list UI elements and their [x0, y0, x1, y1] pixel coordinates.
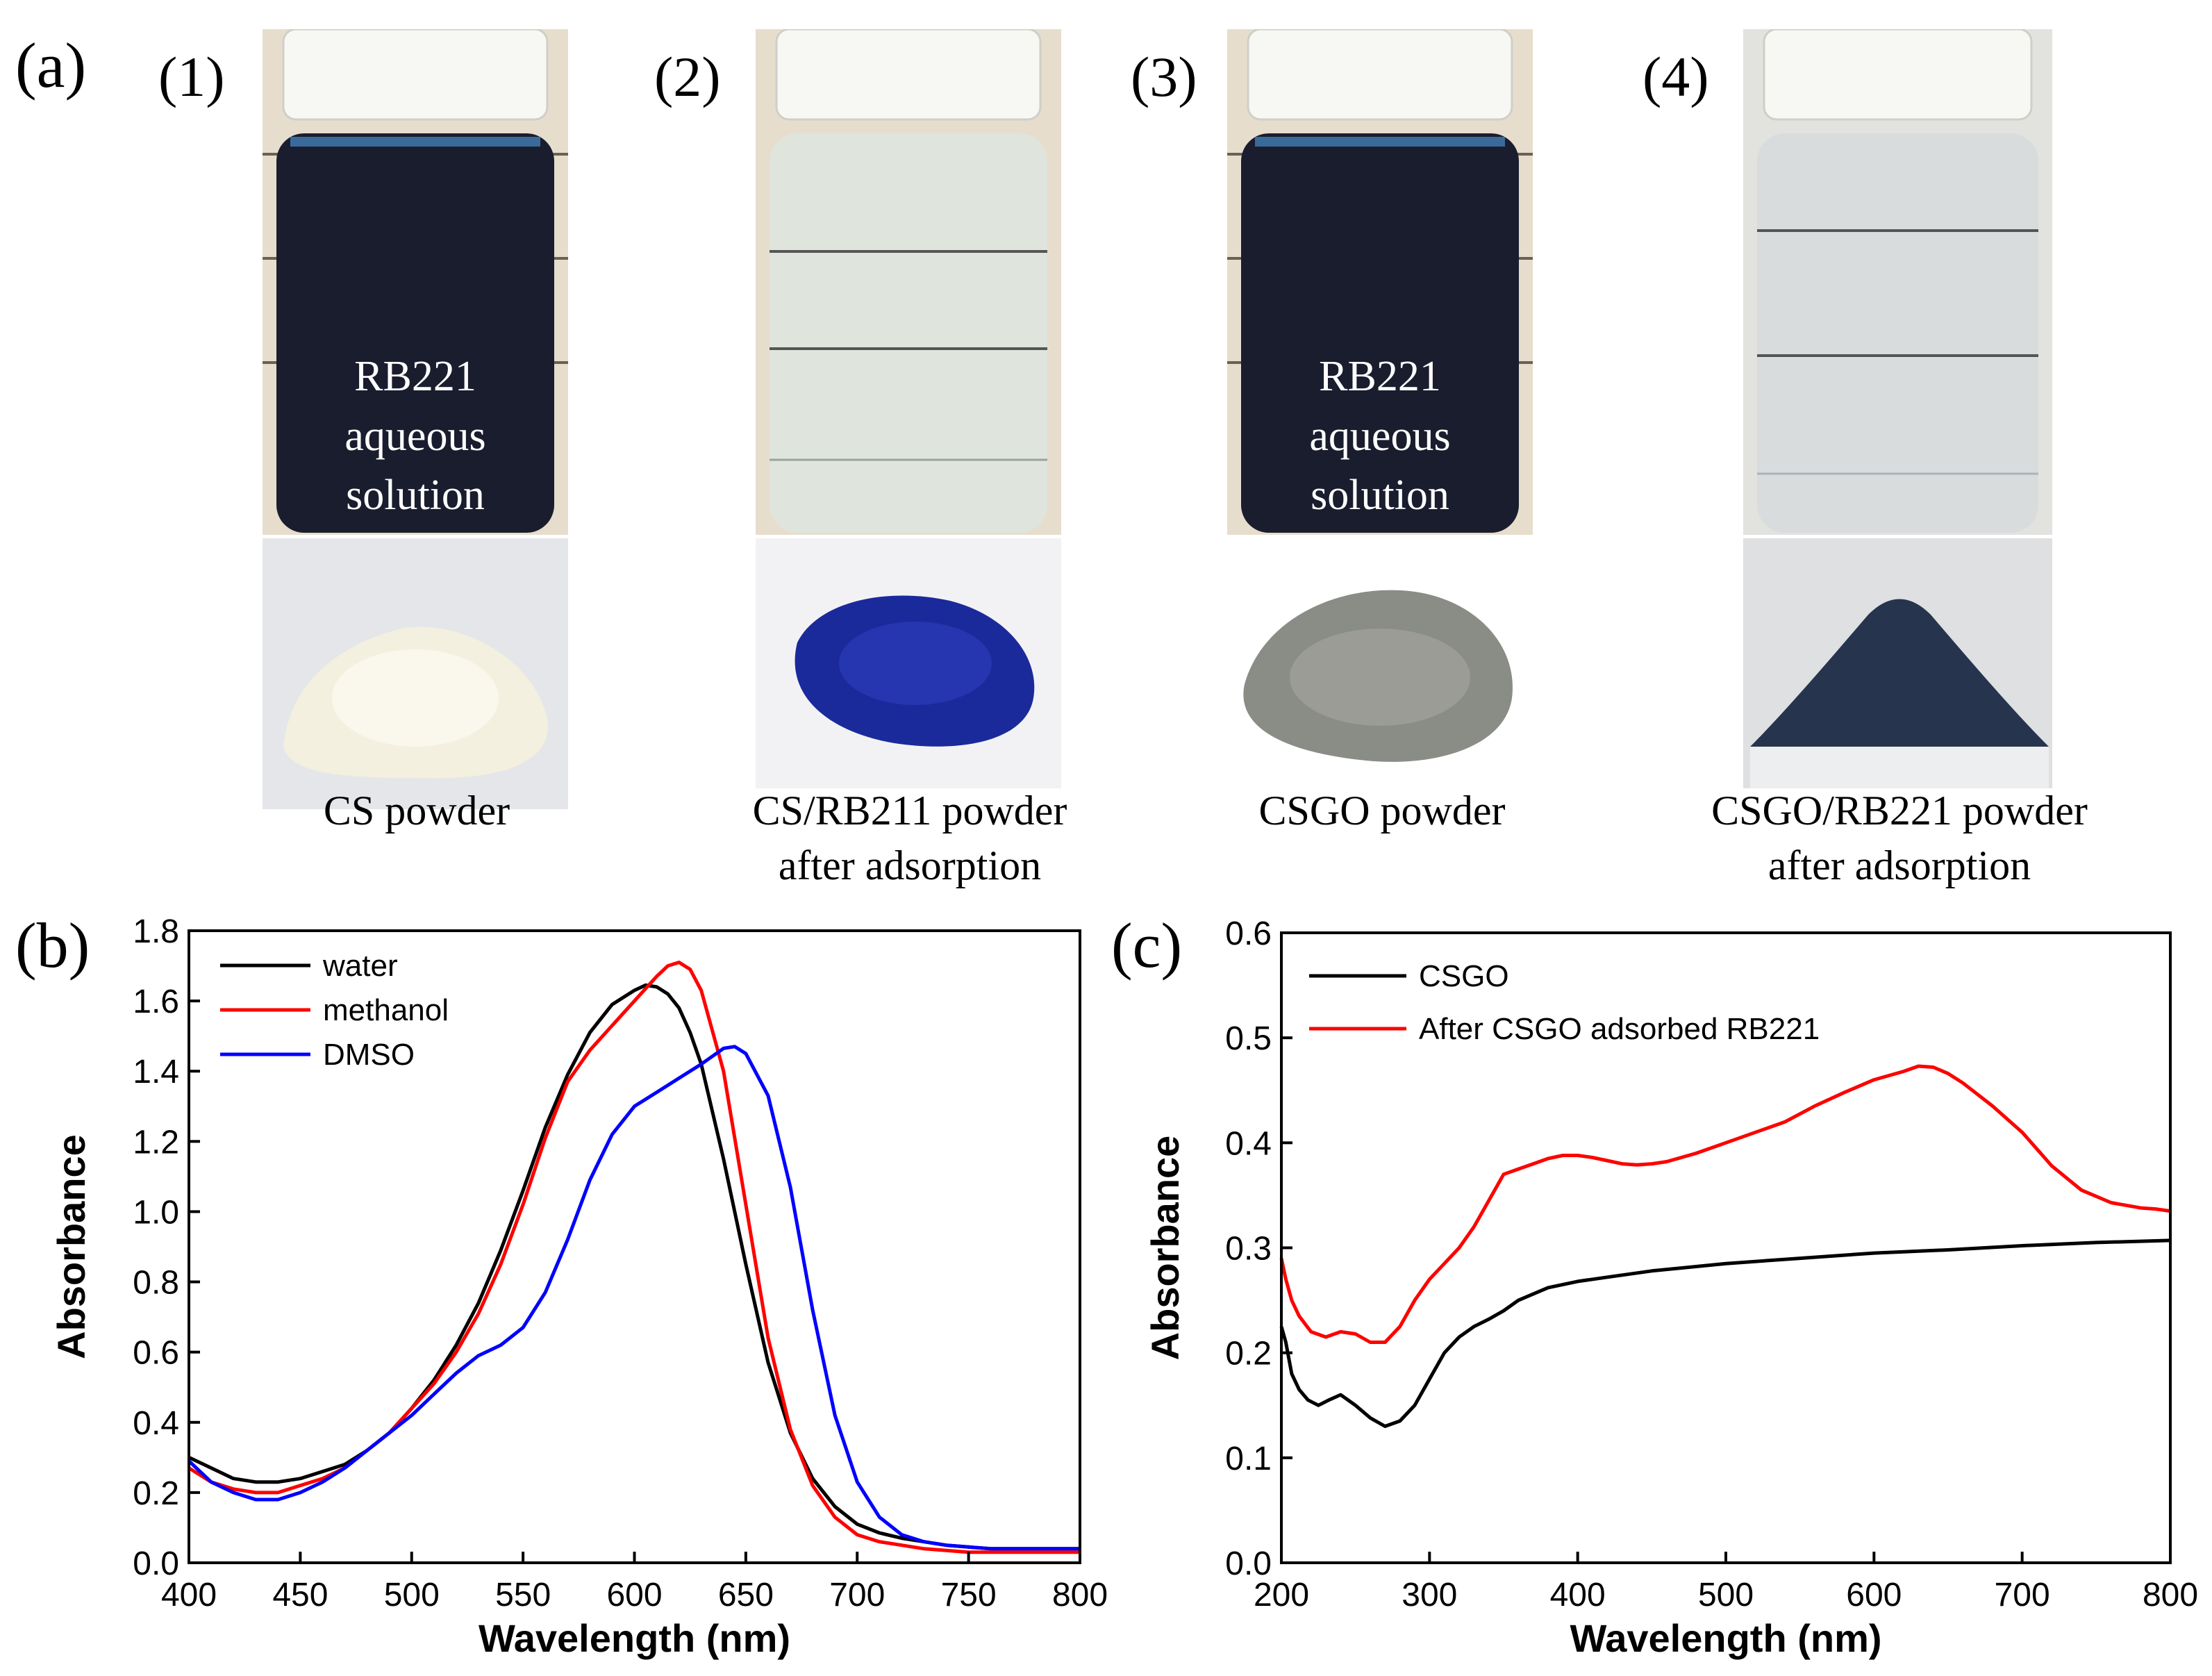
x-tick-label: 300	[1402, 1577, 1457, 1613]
powder-csgo-rb221	[1743, 538, 2052, 788]
y-tick-label: 0.8	[133, 1265, 179, 1302]
vial-1-label-line-3: solution	[346, 472, 485, 520]
vial-cap	[282, 29, 549, 121]
powder-csgo-drawing	[1243, 590, 1513, 762]
y-tick-label: 0.0	[1225, 1545, 1272, 1582]
panel-label-b: (b)	[15, 910, 90, 981]
legend-label: After CSGO adsorbed RB221	[1419, 1012, 1820, 1046]
vial-1	[263, 29, 568, 535]
x-tick-label: 800	[1052, 1577, 1108, 1613]
legend-label: CSGO	[1419, 959, 1509, 993]
x-tick-label: 750	[941, 1577, 997, 1613]
x-tick-label: 600	[606, 1577, 662, 1613]
y-tick-label: 1.8	[133, 913, 179, 950]
x-tick-label: 200	[1254, 1577, 1309, 1613]
sample-number-3: (3)	[1131, 45, 1197, 108]
caption-4-line-1: CSGO/RB221 powder	[1711, 788, 2088, 833]
caption-2-line-1: CS/RB211 powder	[752, 788, 1067, 833]
x-tick-label: 600	[1846, 1577, 1902, 1613]
vial-2-drawing	[756, 29, 1061, 535]
vial-3-drawing	[1227, 29, 1533, 535]
x-tick-label: 500	[1698, 1577, 1754, 1613]
vial-cap	[775, 29, 1042, 121]
sample-number-1: (1)	[158, 45, 225, 108]
x-tick-label: 650	[718, 1577, 774, 1613]
y-tick-label: 0.3	[1225, 1231, 1272, 1268]
powder-csgo	[1227, 538, 1533, 788]
vial-3-label-line-2: aqueous	[1309, 412, 1451, 460]
y-tick-label: 0.6	[1225, 915, 1272, 952]
x-tick-label: 450	[272, 1577, 328, 1613]
y-tick-label: 0.1	[1225, 1441, 1272, 1477]
series-line-dmso	[188, 1045, 1080, 1551]
powder-cs-drawing	[283, 627, 548, 779]
x-tick-label: 550	[495, 1577, 551, 1613]
dark-solution	[276, 133, 554, 533]
clear-solution	[1757, 133, 2038, 533]
caption-4-line-2: after adsorption	[1768, 843, 2031, 889]
legend-label: methanol	[323, 993, 449, 1027]
chart-b: 400 450 500 550 600 650 700 750 800 0.0 0.2 0.4 0.6 0…	[49, 913, 1108, 1660]
y-tick-label: 1.4	[133, 1054, 179, 1090]
panel-label-c: (c)	[1111, 910, 1183, 981]
powder-csgo-rb221-drawing	[1750, 599, 2049, 788]
clear-solution	[770, 133, 1047, 533]
y-tick-label: 0.2	[133, 1475, 179, 1512]
y-tick-label: 1.2	[133, 1124, 179, 1161]
legend-label: DMSO	[323, 1038, 415, 1072]
powder-cs-rb221	[756, 538, 1061, 788]
y-tick-label: 0.6	[133, 1335, 179, 1372]
y-tick-label: 0.5	[1225, 1020, 1272, 1057]
vial-4	[1743, 29, 2052, 535]
x-tick-label: 700	[1995, 1577, 2050, 1613]
y-tick-label: 1.0	[133, 1194, 179, 1231]
y-tick-label: 0.0	[133, 1545, 179, 1582]
series-line-after-csgo-adsorbed-rb221	[1279, 1064, 2171, 1344]
y-tick-label: 1.6	[133, 984, 179, 1020]
series-line-csgo	[1279, 1238, 2171, 1428]
caption-1: CS powder	[208, 783, 625, 838]
vial-cap	[1763, 29, 2033, 121]
sample-number-2: (2)	[654, 45, 721, 108]
x-axis-label: Wavelength (nm)	[1570, 1616, 1881, 1660]
powder-cs	[263, 538, 568, 809]
vial-1-drawing	[263, 29, 568, 535]
caption-4: CSGO/RB221 powder after adsorption	[1674, 783, 2125, 893]
vial-4-drawing	[1743, 29, 2052, 535]
x-tick-label: 400	[161, 1577, 217, 1613]
vial-1-label: RB221 aqueous solution	[263, 347, 568, 526]
vial-3-label-line-1: RB221	[1319, 353, 1441, 400]
x-tick-label: 800	[2143, 1577, 2198, 1613]
vial-2	[756, 29, 1061, 535]
x-tick-label: 400	[1550, 1577, 1606, 1613]
dark-solution	[1241, 133, 1519, 533]
vial-cap	[1247, 29, 1513, 121]
y-axis-label: Absorbance	[49, 1134, 93, 1359]
powder-cs-rb221-drawing	[795, 595, 1035, 747]
vial-3-label: RB221 aqueous solution	[1227, 347, 1533, 526]
caption-2-line-2: after adsorption	[778, 843, 1042, 889]
x-tick-label: 700	[829, 1577, 885, 1613]
caption-3-line-1: CSGO powder	[1258, 788, 1506, 833]
y-tick-label: 0.4	[1225, 1125, 1272, 1162]
caption-2: CS/RB211 powder after adsorption	[695, 783, 1125, 893]
y-axis-label: Absorbance	[1143, 1136, 1187, 1361]
chart-c: 200 300 400 500 600 700 800 0.0 0.1 0.2 0.3 0.4 0.5 0…	[1143, 915, 2198, 1660]
vial-1-label-line-1: RB221	[354, 353, 476, 400]
x-axis-label: Wavelength (nm)	[479, 1616, 790, 1660]
x-tick-label: 500	[384, 1577, 440, 1613]
y-tick-label: 0.2	[1225, 1336, 1272, 1372]
legend-label: water	[322, 949, 398, 983]
caption-1-line-1: CS powder	[323, 788, 510, 833]
vial-1-label-line-2: aqueous	[344, 412, 486, 460]
sample-number-4: (4)	[1643, 45, 1709, 108]
vial-3-label-line-3: solution	[1311, 472, 1449, 520]
y-tick-label: 0.4	[133, 1405, 179, 1442]
panel-label-a: (a)	[15, 30, 87, 101]
caption-3: CSGO powder	[1174, 783, 1590, 838]
vial-3	[1227, 29, 1533, 535]
